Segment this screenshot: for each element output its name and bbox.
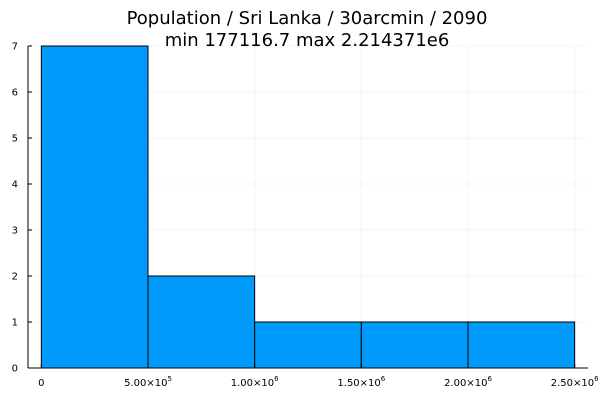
x-tick-mantissa: 1.50×10: [337, 378, 380, 389]
bars: [40, 45, 576, 369]
y-tick-label: 1: [12, 318, 18, 329]
x-tick-exponent: 6: [274, 375, 279, 383]
x-tick-label: 1.00×106: [231, 375, 279, 389]
x-tick-exponent: 6: [487, 375, 492, 383]
histogram-bar: [360, 321, 469, 369]
x-tick-mantissa: 1.00×10: [231, 378, 274, 389]
x-tick-mantissa: 2.00×10: [444, 378, 487, 389]
x-tick-exponent: 5: [167, 375, 171, 383]
x-tick-label: 1.50×106: [337, 375, 385, 389]
histogram-bar: [467, 321, 576, 369]
x-axis-ticks: 0 5.00×105 1.00×106 1.50×106 2.00×106 2.50×10…: [38, 364, 599, 389]
x-tick-exponent: 6: [594, 375, 599, 383]
y-tick-label: 2: [12, 272, 18, 283]
y-axis-ticks: 0 1 2 3 4 5 6 7: [12, 42, 32, 375]
y-tick-label: 3: [12, 226, 18, 237]
chart-title-line2: min 177116.7 max 2.214371e6: [165, 30, 450, 51]
x-tick-label: 0: [38, 378, 44, 389]
x-tick-label: 2.50×106: [551, 375, 599, 389]
chart-title-line1: Population / Sri Lanka / 30arcmin / 2090: [127, 8, 488, 29]
x-tick-mantissa: 0: [38, 378, 44, 389]
axes: [27, 46, 588, 369]
x-tick-mantissa: 2.50×10: [551, 378, 594, 389]
y-tick-label: 6: [12, 88, 18, 99]
y-tick-label: 0: [12, 364, 18, 375]
y-tick-label: 7: [12, 42, 18, 53]
y-tick-label: 4: [12, 180, 18, 191]
y-tick-label: 5: [12, 134, 18, 145]
x-tick-exponent: 6: [381, 375, 386, 383]
x-tick-label: 2.00×106: [444, 375, 492, 389]
histogram-bar: [147, 275, 256, 369]
x-tick-mantissa: 5.00×10: [124, 378, 167, 389]
histogram-bar: [254, 321, 362, 369]
histogram-bar: [40, 45, 149, 369]
x-tick-label: 5.00×105: [124, 375, 172, 389]
